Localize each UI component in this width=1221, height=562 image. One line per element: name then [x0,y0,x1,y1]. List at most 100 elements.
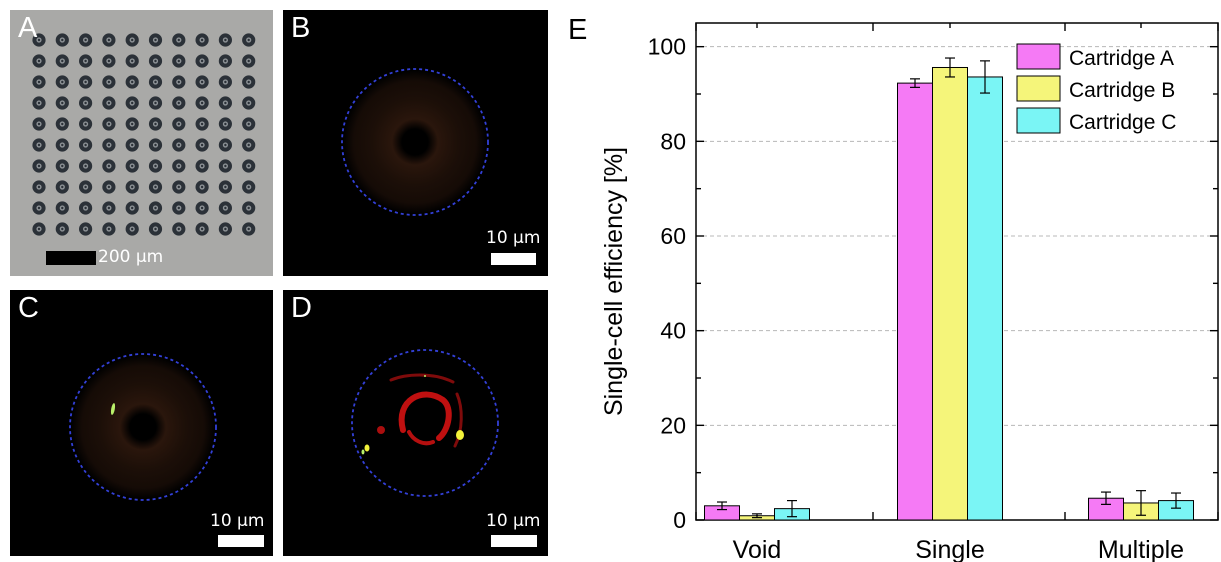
microwell [55,201,69,215]
x-tick-label: Multiple [1098,536,1184,562]
microwell [79,180,93,194]
red-cell-arc [389,373,455,384]
microwell [148,201,163,215]
microwell [55,75,69,89]
panel-c-scalebar [218,535,264,547]
legend-label: Cartridge B [1069,79,1175,102]
microwell [218,96,232,110]
microwell [172,33,186,47]
x-tick-label: Single [915,536,985,562]
microwell [102,138,116,152]
well-glow [343,70,487,214]
panel-b-scalebar [491,253,536,265]
panel-d-micrograph: D 10 μm [283,290,548,556]
panel-c-letter: C [18,292,39,324]
bar [897,82,933,521]
microwell [79,222,93,236]
microwell [148,117,163,131]
microwell [242,180,256,194]
microwell [242,138,256,152]
microwell [125,138,139,152]
microwell [102,201,116,215]
panel-a-micrograph: A 200 μm [10,10,273,276]
microwell [102,54,116,68]
microwell [242,54,256,68]
microwell [32,138,46,152]
microwell [32,159,46,173]
microwell [79,117,93,131]
microwell [172,222,186,236]
legend-label: Cartridge A [1069,47,1174,70]
microwell [242,33,256,47]
microwell [172,180,186,194]
microwell [55,96,69,110]
x-tick-label: Void [733,536,782,562]
microwell [172,54,186,68]
microwell [218,222,232,236]
microwell [218,75,232,89]
microwell [148,33,163,47]
microwell [242,75,256,89]
panel-c-scale-label: 10 μm [210,511,265,531]
microwell [195,222,209,236]
microwell [125,75,139,89]
well-boundary [351,349,499,497]
y-tick-label: 40 [660,318,686,344]
y-tick-label: 20 [660,412,686,438]
well-glow [71,355,215,499]
microwell [125,222,139,236]
microwell [218,201,232,215]
microwell [218,138,232,152]
microwell [242,201,256,215]
microwell [125,159,139,173]
microwell [125,96,139,110]
microwell [55,222,69,236]
well-boundary [69,353,217,501]
microwell [32,75,46,89]
microwell [79,96,93,110]
microwell [195,180,209,194]
microwell [242,159,256,173]
panel-d-scalebar [491,535,537,547]
microwell [242,96,256,110]
microwell [125,54,139,68]
panel-b-scale-label: 10 μm [486,228,541,248]
microwell [32,117,46,131]
microwell [79,75,93,89]
microwell [32,201,46,215]
microwell [102,180,116,194]
panel-b-letter: B [291,12,311,44]
red-cell [377,426,385,434]
single-cell-efficiency-chart: 0 20 40 60 80 100 Single-cell efficiency [%] Vo… [600,22,1219,562]
microwell [172,159,186,173]
microwell [55,180,69,194]
microwell [148,96,163,110]
microwell [172,201,186,215]
microwell [79,138,93,152]
microwell [79,201,93,215]
microwell [172,117,186,131]
microwell [172,138,186,152]
microwell [218,54,232,68]
microwell [125,201,139,215]
microwell [148,138,163,152]
microwell [32,96,46,110]
yellow-cell [456,430,464,440]
microwell [195,159,209,173]
microwell [195,201,209,215]
microwell [218,33,232,47]
microwell [32,33,46,47]
microwell [195,117,209,131]
microwell [79,54,93,68]
green-cell [424,375,426,377]
empty-well-image [341,68,489,216]
microwell [218,117,232,131]
y-tick-label: 80 [660,128,686,154]
microwell [55,54,69,68]
microwell [172,75,186,89]
microwell [32,222,46,236]
microwell [55,117,69,131]
microwell [102,159,116,173]
panel-a-scalebar [46,251,96,265]
bar [932,66,968,521]
